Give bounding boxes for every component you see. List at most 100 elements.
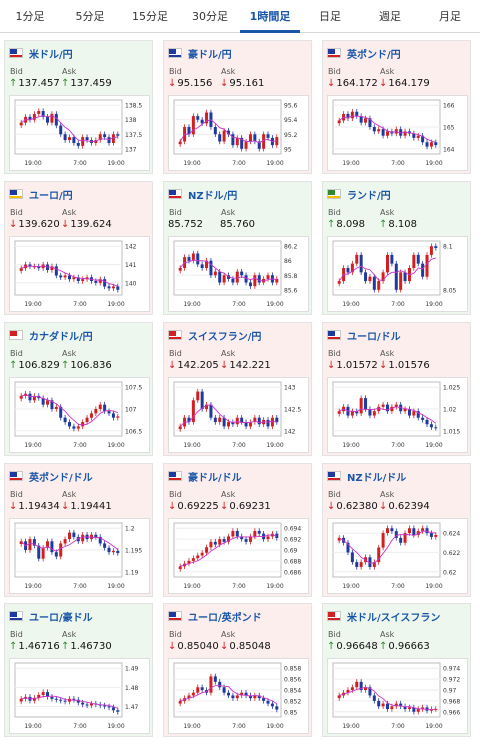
moving-average-line: [179, 119, 277, 144]
rate-card[interactable]: NZドル/円 Bid Ask 85.752 85.760 86.2 86 85.8 85.6 19…: [163, 181, 312, 315]
candle-body: [50, 541, 54, 553]
candle-body: [394, 531, 398, 538]
bid-value: ↑137.457: [9, 78, 60, 89]
candle-body: [111, 286, 115, 289]
mini-chart[interactable]: 142 141 140 19:00 7:00 19:00: [9, 236, 150, 312]
x-tick-label: 19:00: [183, 301, 200, 308]
mini-chart[interactable]: 166 165 164 19:00 7:00 19:00: [327, 95, 468, 171]
y-tick-label: 1.015: [443, 428, 460, 435]
plot-frame: [14, 99, 123, 155]
pair-link[interactable]: 英ポンド/円: [327, 45, 401, 61]
y-tick-label: 143: [284, 385, 296, 392]
rate-card[interactable]: スイスフラン/円 Bid Ask ↓142.205 ↓142.221 143 142.5 14…: [163, 322, 312, 456]
tab-2[interactable]: 5分足: [75, 10, 105, 23]
pair-link[interactable]: 豪ドル/ドル: [168, 468, 242, 484]
rate-card[interactable]: カナダドル/円 Bid Ask ↑106.829 ↑106.836 107.5 107 106…: [4, 322, 153, 456]
candle-body: [28, 264, 32, 267]
rate-card[interactable]: ユーロ/英ポンド Bid Ask ↓0.85040 ↓0.85048 0.858 0.856…: [163, 603, 312, 737]
down-arrow-icon: ↓: [168, 360, 177, 371]
candle-body: [257, 417, 261, 425]
bid-label: Bid: [328, 349, 341, 358]
rate-card[interactable]: 豪ドル/円 Bid Ask ↓95.156 ↓95.161 95.6 95.4 95.2 95 1…: [163, 40, 312, 174]
rate-card[interactable]: 英ポンド/ドル Bid Ask ↓1.19434 ↓1.19441 1.2 1.195 1.1…: [4, 463, 153, 597]
candle-body: [196, 555, 200, 559]
mini-chart[interactable]: 0.974 0.972 0.97 0.968 0.966 19:00 7:00 19:00: [327, 658, 468, 734]
pair-link[interactable]: カナダドル/円: [9, 327, 93, 343]
down-arrow-icon: ↓: [220, 501, 229, 512]
mini-chart[interactable]: 107.5 107 106.5 19:00 7:00 19:00: [9, 377, 150, 453]
rate-card[interactable]: ユーロ/ドル Bid Ask ↓1.01572 ↓1.01576 1.025 1.02 1.0…: [322, 322, 471, 456]
pair-link[interactable]: ユーロ/英ポンド: [168, 608, 262, 624]
mini-chart[interactable]: 8.1 8.05 19:00 7:00 19:00: [327, 236, 468, 312]
mini-chart[interactable]: 86.2 86 85.8 85.6 19:00 7:00 19:00: [168, 236, 309, 312]
pair-link[interactable]: 英ポンド/ドル: [9, 468, 93, 484]
mini-chart[interactable]: 0.694 0.692 0.69 0.688 0.686 19:00 7:00 19:00: [168, 518, 309, 594]
rate-card[interactable]: 英ポンド/円 Bid Ask ↓164.172 ↓164.179 166 165 164 19:…: [322, 40, 471, 174]
mini-chart[interactable]: 95.6 95.4 95.2 95 19:00 7:00 19:00: [168, 95, 309, 171]
pair-link[interactable]: NZドル/円: [168, 186, 237, 202]
pair-link[interactable]: 豪ドル/円: [168, 45, 232, 61]
mini-chart[interactable]: 143 142.5 142 19:00 7:00 19:00: [168, 377, 309, 453]
mini-chart[interactable]: 138.5 138 137.5 137 19:00 7:00 19:00: [9, 95, 150, 171]
mini-chart[interactable]: 0.858 0.856 0.854 0.852 0.85 19:00 7:00 19:00: [168, 658, 309, 734]
candle-body: [425, 142, 429, 147]
tab-7[interactable]: 週足: [379, 10, 401, 23]
candle-body: [46, 400, 50, 405]
tab-4[interactable]: 30分足: [192, 10, 228, 23]
ask-label: Ask: [62, 630, 77, 639]
candle-body: [429, 533, 433, 537]
tab-3[interactable]: 15分足: [132, 10, 168, 23]
rate-card[interactable]: ユーロ/豪ドル Bid Ask ↑1.46716 ↑1.46730 1.49 1.48 1.4…: [4, 603, 153, 737]
bid-label: Bid: [169, 208, 182, 217]
ask-value: ↑8.108: [379, 219, 417, 230]
pair-link[interactable]: 米ドル/スイスフラン: [327, 608, 440, 624]
candle-body: [41, 692, 45, 695]
tab-8[interactable]: 月足: [439, 10, 461, 23]
x-tick-label: 7:00: [73, 442, 87, 449]
pair-link[interactable]: ユーロ/ドル: [327, 327, 401, 343]
candle-body: [434, 709, 438, 711]
candle-body: [116, 710, 120, 712]
pair-link[interactable]: NZドル/ドル: [327, 468, 406, 484]
pair-link[interactable]: ユーロ/豪ドル: [9, 608, 93, 624]
y-tick-label: 140: [125, 280, 137, 287]
mini-chart[interactable]: 1.025 1.02 1.015 19:00 7:00 19:00: [327, 377, 468, 453]
tab-1[interactable]: 1分足: [15, 10, 45, 23]
rate-card[interactable]: ランド/円 Bid Ask ↑8.098 ↑8.108 8.1 8.05 19:00 7:00 1…: [322, 181, 471, 315]
y-tick-label: 95.2: [284, 132, 298, 139]
mini-chart[interactable]: 0.624 0.622 0.62 19:00 7:00 19:00: [327, 518, 468, 594]
flag-icon: [9, 611, 23, 621]
candle-body: [196, 253, 200, 265]
tab-6[interactable]: 日足: [319, 10, 341, 23]
candle-body: [54, 406, 58, 409]
rate-card[interactable]: 豪ドル/ドル Bid Ask ↓0.69225 ↓0.69231 0.694 0.692 0.…: [163, 463, 312, 597]
mini-chart[interactable]: 1.2 1.195 1.19 19:00 7:00 19:00: [9, 518, 150, 594]
down-arrow-icon: ↓: [327, 360, 336, 371]
candle-body: [235, 137, 239, 146]
mini-chart[interactable]: 1.49 1.48 1.47 19:00 7:00 19:00: [9, 658, 150, 734]
candle-body: [266, 700, 270, 704]
tab-5[interactable]: 1時間足: [240, 0, 300, 33]
pair-link[interactable]: スイスフラン/円: [168, 327, 261, 343]
candle-body: [257, 141, 261, 149]
rate-card[interactable]: NZドル/ドル Bid Ask ↓0.62380 ↓0.62394 0.624 0.622 0…: [322, 463, 471, 597]
candle-body: [213, 541, 217, 545]
y-tick-label: 0.966: [443, 709, 460, 716]
y-tick-label: 166: [443, 103, 455, 110]
pair-link[interactable]: ランド/円: [327, 186, 391, 202]
candle-body: [94, 534, 98, 537]
rate-card[interactable]: ユーロ/円 Bid Ask ↓139.620 ↓139.624 142 141 140 19:0…: [4, 181, 153, 315]
rate-card[interactable]: 米ドル/スイスフラン Bid Ask ↑0.96648 ↑0.96663 0.974 0.9…: [322, 603, 471, 737]
up-arrow-icon: ↑: [61, 78, 70, 89]
candle-body: [231, 695, 235, 699]
candle-body: [412, 528, 416, 535]
x-tick-label: 19:00: [183, 442, 200, 449]
candle-body: [68, 137, 71, 141]
pair-link[interactable]: ユーロ/円: [9, 186, 73, 202]
pair-link[interactable]: 米ドル/円: [9, 45, 73, 61]
bid-price: 137.457: [18, 78, 60, 89]
rate-card[interactable]: 米ドル/円 Bid Ask ↑137.457 ↑137.459 138.5 138 137.5…: [4, 40, 153, 174]
